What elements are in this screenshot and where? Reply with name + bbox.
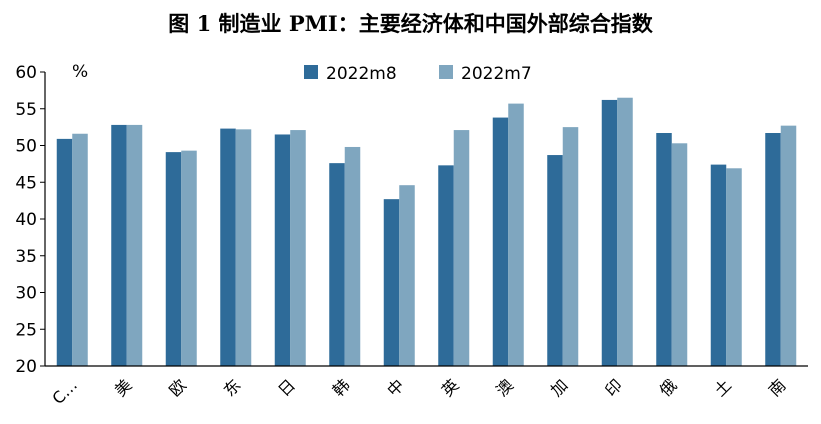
bar-2022m8-6 bbox=[383, 199, 400, 366]
x-tick-label: 加 bbox=[547, 375, 572, 400]
x-tick-label: 欧 bbox=[165, 375, 190, 400]
bar-2022m8-13 bbox=[765, 133, 781, 366]
y-axis-ticks: 20 25 30 35 40 45 50 55 60 bbox=[15, 63, 45, 377]
bar-2022m7-11 bbox=[671, 143, 688, 366]
y-tick-label: 30 bbox=[15, 284, 37, 304]
bar-2022m7-0 bbox=[72, 133, 88, 366]
x-tick-label: 中 bbox=[383, 375, 408, 400]
y-tick-label: 40 bbox=[15, 210, 37, 230]
bar-2022m8-5 bbox=[329, 163, 345, 366]
legend: 2022m8 2022m7 bbox=[304, 64, 532, 84]
y-axis-unit-label: % bbox=[72, 62, 88, 82]
bar-2022m8-9 bbox=[547, 155, 563, 366]
bar-2022m7-10 bbox=[617, 97, 633, 366]
x-tick-label: 东 bbox=[220, 375, 245, 400]
x-tick-label: 澳 bbox=[492, 375, 517, 400]
legend-label-2022m7: 2022m7 bbox=[461, 64, 532, 84]
bar-2022m8-11 bbox=[656, 133, 672, 366]
x-tick-label: 印 bbox=[601, 375, 626, 400]
bar-2022m8-7 bbox=[438, 165, 454, 366]
x-axis-labels: C… 美 欧 东 日 韩 中 英 澳 加 印 俄 土 南 bbox=[48, 375, 789, 408]
bar-2022m7-3 bbox=[235, 129, 252, 366]
axes bbox=[44, 72, 808, 367]
bar-2022m7-13 bbox=[780, 125, 797, 366]
y-tick-label: 25 bbox=[15, 320, 37, 340]
bar-2022m8-3 bbox=[220, 128, 236, 366]
y-tick-label: 50 bbox=[15, 137, 37, 157]
y-tick-label: 35 bbox=[15, 247, 37, 267]
y-tick-label: 60 bbox=[15, 63, 37, 83]
bar-2022m7-8 bbox=[508, 103, 524, 366]
bar-2022m8-2 bbox=[165, 152, 182, 366]
bar-2022m7-2 bbox=[181, 150, 197, 366]
x-tick-label: C… bbox=[48, 375, 81, 408]
bar-2022m7-12 bbox=[726, 168, 742, 366]
bar-2022m8-1 bbox=[111, 124, 127, 366]
chart-title: 图 1 制造业 PMI：主要经济体和中国外部综合指数 bbox=[168, 11, 653, 36]
bar-2022m7-7 bbox=[453, 130, 470, 366]
legend-swatch-2022m8 bbox=[304, 65, 318, 79]
bars bbox=[56, 97, 797, 367]
bar-2022m7-1 bbox=[126, 124, 143, 366]
legend-swatch-2022m7 bbox=[439, 65, 453, 79]
bar-2022m7-6 bbox=[399, 185, 415, 366]
x-tick-label: 南 bbox=[765, 375, 790, 400]
legend-label-2022m8: 2022m8 bbox=[326, 64, 397, 84]
bar-2022m7-5 bbox=[344, 146, 361, 366]
y-tick-label: 20 bbox=[15, 357, 37, 377]
x-tick-label: 美 bbox=[111, 375, 136, 400]
y-tick-label: 45 bbox=[15, 173, 37, 193]
bar-2022m8-12 bbox=[710, 164, 727, 366]
bar-2022m8-4 bbox=[274, 134, 291, 366]
bar-2022m8-8 bbox=[492, 117, 509, 366]
bar-2022m7-4 bbox=[290, 130, 306, 366]
bar-2022m8-0 bbox=[56, 138, 73, 366]
x-tick-label: 日 bbox=[274, 375, 299, 400]
x-tick-label: 俄 bbox=[656, 375, 681, 400]
y-tick-label: 55 bbox=[15, 100, 37, 120]
bar-2022m8-10 bbox=[601, 99, 618, 367]
x-tick-label: 韩 bbox=[329, 375, 354, 400]
x-tick-label: 英 bbox=[438, 375, 463, 400]
x-tick-label: 土 bbox=[710, 375, 735, 400]
bar-2022m7-9 bbox=[562, 127, 579, 366]
